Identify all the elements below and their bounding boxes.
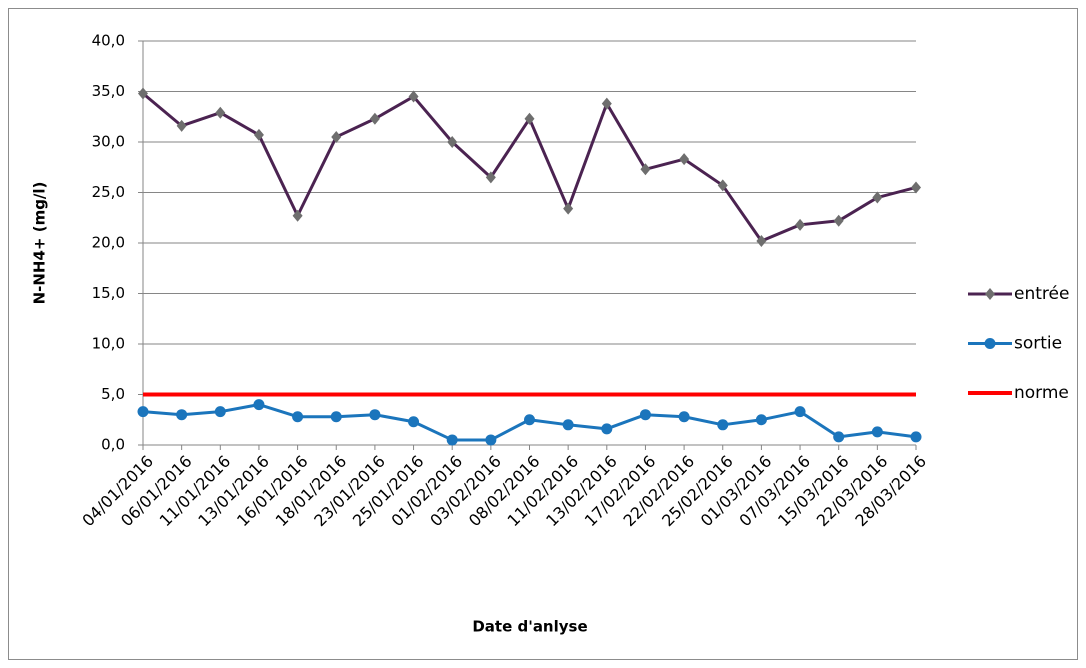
x-axis-title: Date d'anlyse xyxy=(472,618,587,636)
marker xyxy=(871,426,883,438)
marker xyxy=(911,181,921,194)
y-tick-label: 5,0 xyxy=(101,385,125,403)
legend-marker xyxy=(984,338,996,349)
marker xyxy=(601,423,613,435)
marker xyxy=(679,153,690,166)
marker xyxy=(292,411,304,423)
marker xyxy=(485,434,497,446)
marker xyxy=(794,406,806,418)
chart-frame xyxy=(8,8,1078,660)
marker xyxy=(601,97,612,110)
marker xyxy=(138,87,148,100)
marker xyxy=(833,431,845,443)
marker xyxy=(795,218,806,231)
y-tick-label: 0,0 xyxy=(101,436,125,454)
legend-label: sortie xyxy=(1014,334,1062,354)
marker xyxy=(524,112,535,125)
y-tick-label: 40,0 xyxy=(92,32,125,50)
legend-marker xyxy=(985,288,995,300)
legend-label: norme xyxy=(1014,383,1069,403)
marker xyxy=(408,416,420,428)
y-axis-title: N-NH4+ (mg/l) xyxy=(31,182,49,305)
marker xyxy=(755,414,767,426)
marker xyxy=(292,209,303,222)
marker xyxy=(447,136,458,148)
marker xyxy=(176,119,187,132)
y-tick-label: 35,0 xyxy=(92,82,125,100)
marker xyxy=(485,171,496,184)
marker xyxy=(215,106,226,119)
marker xyxy=(446,434,458,446)
marker xyxy=(910,431,922,443)
marker xyxy=(253,399,265,411)
marker xyxy=(524,414,535,426)
marker xyxy=(833,214,844,227)
y-tick-label: 25,0 xyxy=(92,183,125,201)
marker xyxy=(331,130,342,143)
marker xyxy=(369,112,380,125)
marker xyxy=(562,419,574,431)
y-tick-label: 30,0 xyxy=(92,133,125,151)
marker xyxy=(872,191,883,204)
marker xyxy=(408,90,419,103)
y-tick-label: 15,0 xyxy=(92,284,125,302)
marker xyxy=(253,128,264,141)
marker xyxy=(330,411,342,423)
y-tick-label: 20,0 xyxy=(92,234,125,252)
legend-label: entrée xyxy=(1014,284,1069,304)
y-tick-label: 10,0 xyxy=(92,335,125,353)
marker xyxy=(717,179,728,192)
marker xyxy=(563,202,574,215)
marker xyxy=(214,406,226,418)
marker xyxy=(639,409,651,421)
marker xyxy=(640,163,651,176)
marker xyxy=(756,234,767,247)
marker xyxy=(717,419,729,431)
marker xyxy=(678,411,690,423)
marker xyxy=(176,409,188,421)
marker xyxy=(369,409,381,421)
marker xyxy=(137,406,149,418)
